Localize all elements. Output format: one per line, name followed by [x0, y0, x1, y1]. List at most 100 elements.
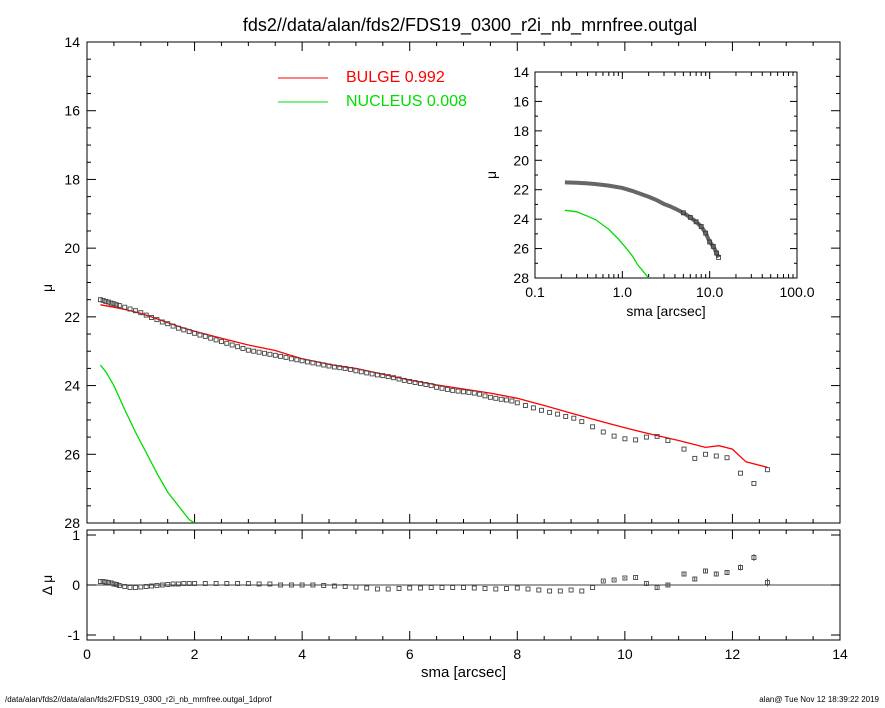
x-tick-label: 0 [83, 646, 91, 662]
residual-point [418, 585, 423, 591]
data-point [272, 352, 278, 358]
data-point [514, 400, 520, 406]
residual-point [100, 579, 106, 584]
residual-point [245, 581, 251, 586]
data-point [278, 353, 284, 359]
data-point [224, 340, 230, 346]
residual-point [106, 580, 111, 585]
legend-label: NUCLEUS 0.008 [346, 93, 467, 110]
data-point [364, 370, 370, 376]
residual-point [132, 585, 138, 590]
data-point [208, 335, 214, 341]
data-point [439, 385, 445, 391]
x-tick-label: 2 [191, 646, 199, 662]
residual-point [342, 584, 348, 589]
data-point [127, 306, 133, 312]
residual-point [143, 584, 149, 589]
data-point [310, 360, 316, 366]
data-point [369, 371, 375, 377]
y-axis-label: μ [39, 284, 55, 292]
data-point [707, 239, 713, 245]
data-point [681, 446, 687, 452]
data-point [202, 333, 208, 339]
data-point [267, 351, 273, 357]
residual-point [127, 585, 133, 590]
y-tick-label: 14 [64, 34, 80, 50]
x-tick-label: 6 [406, 646, 414, 662]
data-point [262, 350, 267, 356]
data-point [611, 433, 617, 439]
data-point [738, 470, 743, 476]
data-point [714, 250, 719, 256]
residual-point [181, 581, 187, 586]
data-point [256, 349, 262, 355]
residual-point [525, 586, 531, 592]
y-axis-label: Δ μ [39, 575, 55, 596]
data-point [235, 344, 241, 350]
residual-point [692, 576, 698, 582]
residual-point [114, 582, 120, 587]
data-point [466, 389, 472, 395]
y-tick-label: 22 [64, 309, 80, 325]
residual-point [557, 588, 563, 594]
residual-point [471, 585, 477, 591]
data-point [299, 358, 305, 364]
data-point [186, 329, 192, 335]
residual-point [764, 580, 770, 585]
data-point [504, 397, 509, 403]
data-point [461, 389, 466, 395]
data-point [680, 210, 686, 216]
residual-point [170, 581, 176, 587]
y-tick-label: 28 [64, 515, 80, 531]
data-point [138, 310, 144, 316]
residual-point [154, 583, 160, 588]
residual-point [514, 585, 520, 591]
residual-point [654, 585, 660, 590]
data-point [590, 424, 596, 430]
data-point [315, 361, 321, 367]
y-tick-label: 16 [513, 93, 529, 109]
data-point [106, 299, 111, 305]
data-point [450, 387, 456, 393]
data-point [407, 378, 413, 384]
residual-point [579, 588, 585, 594]
data-point [321, 362, 327, 368]
y-tick-label: 0 [72, 577, 80, 593]
residual-point [590, 585, 596, 590]
residual-point [288, 582, 294, 588]
residual-point [600, 578, 606, 584]
residual-point [202, 581, 208, 586]
data-point [143, 312, 149, 318]
data-point [428, 383, 434, 389]
y-tick-label: 20 [64, 240, 80, 256]
residual-point [568, 587, 574, 593]
data-point [724, 455, 730, 461]
data-point [563, 414, 569, 419]
data-point [444, 386, 450, 392]
residual-point [299, 582, 305, 588]
residual-point [213, 581, 219, 586]
data-point [471, 390, 477, 396]
residual-point [165, 582, 171, 587]
data-point [412, 380, 418, 385]
data-point [493, 395, 499, 401]
model-line [99, 364, 195, 523]
residual-point [331, 583, 337, 589]
chart-title: fds2//data/alan/fds2/FDS19_0300_r2i_nb_m… [243, 15, 697, 36]
data-point [192, 330, 198, 336]
data-point [665, 438, 671, 443]
data-point [418, 381, 423, 386]
x-tick-label: 0.1 [525, 284, 545, 300]
y-tick-label: 1 [72, 527, 80, 543]
y-tick-label: 22 [513, 182, 529, 198]
residual-point [713, 571, 719, 577]
data-point [251, 348, 257, 354]
data-point [149, 315, 154, 320]
data-point [401, 377, 407, 383]
footer-timestamp: alan@ Tue Nov 12 18:39:22 2019 [759, 695, 879, 704]
data-point [103, 298, 109, 304]
residual-point [321, 583, 327, 588]
data-point [477, 391, 483, 397]
data-point [331, 364, 337, 370]
data-point [326, 363, 332, 369]
